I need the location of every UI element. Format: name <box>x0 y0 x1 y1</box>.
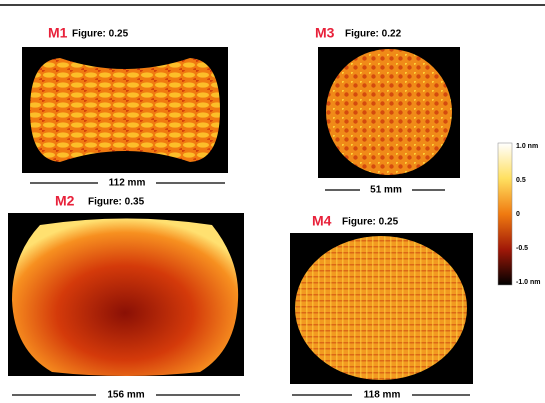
panel-label: M1 <box>48 25 68 41</box>
panel-m1: M1 Figure: 0.25 112 mm <box>22 25 228 190</box>
colorbar-label: 1.0 nm <box>516 143 538 150</box>
dimension: 118 mm <box>364 390 401 401</box>
dimension: 51 mm <box>370 185 402 196</box>
surface-map <box>12 219 238 377</box>
surface-map <box>295 236 467 380</box>
colorbar-label: 0.5 <box>516 177 526 184</box>
figure-value: Figure: 0.22 <box>345 29 402 40</box>
colorbar-gradient <box>498 143 512 285</box>
figure: M1 Figure: 0.25 112 mm M2 Figure: 0.35 1… <box>0 0 545 403</box>
figure-value: Figure: 0.35 <box>88 197 145 208</box>
surface-map <box>326 49 452 175</box>
colorbar-label: -1.0 nm <box>516 279 541 286</box>
figure-value: Figure: 0.25 <box>72 29 129 40</box>
panel-m3: M3 Figure: 0.22 51 mm <box>315 25 460 197</box>
colorbar-label: -0.5 <box>516 245 528 252</box>
colorbar: 1.0 nm 0.5 0 -0.5 -1.0 nm <box>498 143 541 286</box>
dimension: 156 mm <box>107 390 144 401</box>
panel-label: M4 <box>312 213 332 229</box>
panel-m2: M2 Figure: 0.35 156 mm <box>8 193 244 402</box>
figure-value: Figure: 0.25 <box>342 217 399 228</box>
panel-label: M2 <box>55 193 75 209</box>
surface-map <box>30 58 220 162</box>
dimension: 112 mm <box>109 178 146 189</box>
panel-label: M3 <box>315 25 335 41</box>
panel-m4: M4 Figure: 0.25 118 mm <box>290 213 473 402</box>
colorbar-label: 0 <box>516 211 520 218</box>
